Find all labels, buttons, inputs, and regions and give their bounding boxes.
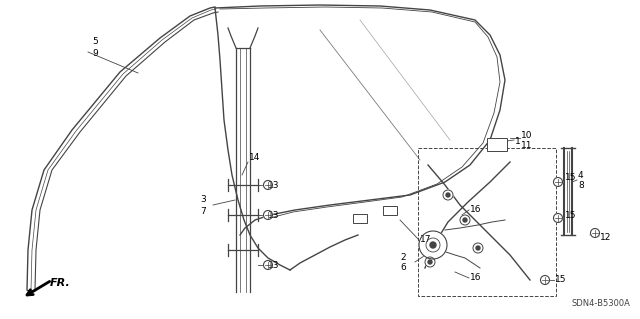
Text: 13: 13 (268, 211, 280, 219)
Circle shape (443, 190, 453, 200)
Circle shape (460, 215, 470, 225)
Circle shape (476, 246, 480, 250)
Text: 17: 17 (420, 235, 431, 244)
Text: 2: 2 (400, 254, 406, 263)
Circle shape (419, 231, 447, 259)
Text: 7: 7 (200, 206, 205, 216)
Text: 3: 3 (200, 196, 205, 204)
Text: 1: 1 (515, 137, 521, 146)
Circle shape (446, 193, 450, 197)
Text: 4: 4 (578, 170, 584, 180)
Text: 14: 14 (249, 153, 260, 162)
Circle shape (264, 211, 273, 219)
Text: 9: 9 (92, 48, 98, 57)
Text: SDN4-B5300A: SDN4-B5300A (571, 299, 630, 308)
Text: 10: 10 (521, 130, 532, 139)
Text: 12: 12 (600, 234, 611, 242)
Circle shape (425, 257, 435, 267)
Text: FR.: FR. (50, 278, 71, 288)
Circle shape (554, 213, 563, 222)
Circle shape (554, 177, 563, 187)
Text: 13: 13 (268, 181, 280, 189)
Text: 15: 15 (565, 174, 577, 182)
Circle shape (264, 181, 273, 189)
Text: 8: 8 (578, 182, 584, 190)
FancyBboxPatch shape (487, 138, 507, 151)
Text: 16: 16 (470, 273, 481, 283)
Text: 16: 16 (470, 205, 481, 214)
Circle shape (541, 276, 550, 285)
Text: 6: 6 (400, 263, 406, 272)
FancyBboxPatch shape (383, 206, 397, 215)
Text: 5: 5 (92, 38, 98, 47)
Text: 11: 11 (521, 142, 532, 151)
Text: 15: 15 (555, 276, 566, 285)
Circle shape (473, 243, 483, 253)
Circle shape (264, 261, 273, 270)
Text: 15: 15 (565, 211, 577, 219)
Circle shape (428, 260, 432, 264)
FancyBboxPatch shape (353, 214, 367, 223)
Circle shape (463, 218, 467, 222)
Text: 13: 13 (268, 261, 280, 270)
Circle shape (591, 228, 600, 238)
Circle shape (430, 242, 436, 248)
